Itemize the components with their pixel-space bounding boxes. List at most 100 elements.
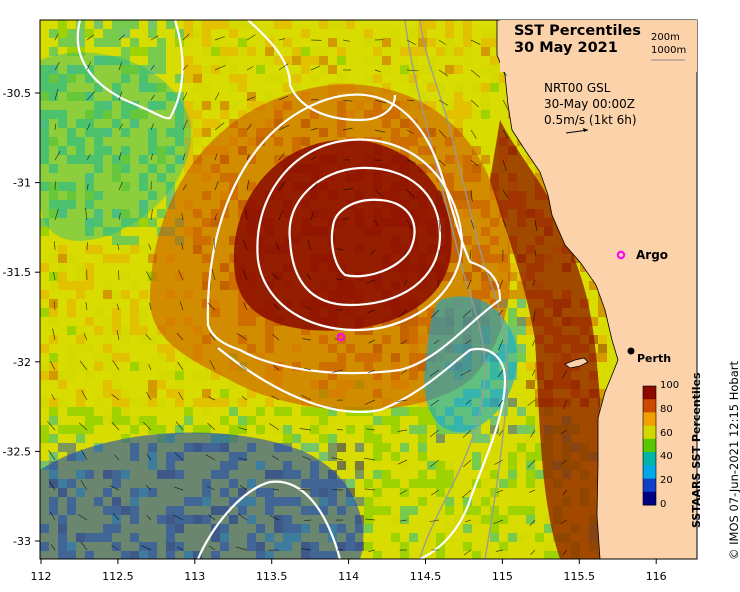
colorbar-tick-label: 40: [660, 451, 673, 463]
current-vector: [560, 519, 568, 524]
sst-cell: [49, 452, 58, 461]
y-tick-label: -32.5: [3, 445, 31, 458]
sst-cell: [94, 20, 103, 29]
current-vector: [363, 457, 376, 461]
sst-cell: [418, 497, 427, 506]
current-vector: [494, 459, 504, 465]
sst-cell: [85, 218, 94, 227]
sst-cell: [121, 56, 130, 65]
current-scale-label: 0.5m/s (1kt 6h): [544, 113, 637, 127]
sst-cell: [274, 407, 283, 416]
current-vector: [367, 369, 376, 374]
sst-cell: [301, 56, 310, 65]
sst-cell: [58, 380, 67, 389]
current-vector: [52, 328, 56, 341]
sst-cell: [472, 110, 481, 119]
colorbar-tick-label: 0: [660, 499, 667, 510]
current-vector: [299, 428, 312, 431]
current-vector: [438, 219, 441, 232]
sst-cell: [175, 398, 184, 407]
sst-cell: [364, 425, 373, 434]
sst-cell: [499, 515, 508, 524]
current-vector: [400, 339, 408, 345]
sst-cell: [517, 443, 526, 452]
sst-cell: [121, 398, 130, 407]
sst-cell: [328, 452, 337, 461]
sst-cell: [508, 263, 517, 272]
sst-cell: [283, 38, 292, 47]
sst-cell: [220, 101, 229, 110]
sst-cell: [85, 191, 94, 200]
sst-cell: [148, 20, 157, 29]
current-vector: [49, 481, 56, 491]
sst-cell: [67, 137, 76, 146]
sst-cell: [382, 56, 391, 65]
sst-cell: [364, 479, 373, 488]
sst-cell: [130, 110, 139, 119]
rottnest-island: [564, 357, 589, 369]
current-vector: [182, 184, 187, 191]
sst-cell: [328, 416, 337, 425]
current-vector: [146, 453, 152, 461]
sst-cell: [49, 308, 58, 317]
sst-cell: [274, 74, 283, 83]
sst-cell: [202, 119, 211, 128]
current-vector: [112, 513, 120, 521]
sst-cell: [148, 389, 157, 398]
sst-cell: [139, 155, 148, 164]
current-vector: [54, 208, 59, 221]
title-line-1: SST Percentiles: [514, 23, 641, 39]
current-vector: [116, 330, 120, 341]
current-vector: [374, 189, 383, 197]
sst-cell: [373, 56, 382, 65]
argo-float-marker[interactable]: [336, 332, 346, 342]
colorbar-swatch: [643, 399, 656, 413]
sst-cell: [85, 155, 94, 164]
current-vector: [403, 279, 408, 286]
sst-cell: [94, 38, 103, 47]
sst-cell: [373, 74, 382, 83]
current-vector: [364, 399, 376, 405]
sst-cell: [544, 524, 553, 533]
colorbar-tick-label: 100: [660, 380, 680, 391]
x-tick-label: 115.5: [564, 570, 596, 583]
sst-cell: [364, 434, 373, 443]
current-vector: [148, 243, 152, 251]
sst-cell: [103, 380, 112, 389]
sst-cell: [121, 29, 130, 38]
sst-cell: [103, 407, 112, 416]
sst-cell: [67, 38, 76, 47]
sst-cell: [481, 146, 490, 155]
sst-cell: [94, 398, 103, 407]
sst-cell: [436, 83, 445, 92]
sst-cell: [130, 362, 139, 371]
sst-cell: [472, 452, 481, 461]
sst-cell: [184, 119, 193, 128]
current-vector: [214, 180, 219, 191]
sst-cell: [67, 92, 76, 101]
sst-cell: [193, 425, 202, 434]
current-vector: [86, 123, 91, 131]
sst-cell: [535, 425, 544, 434]
current-vector: [527, 399, 536, 406]
sst-cell: [40, 92, 49, 101]
current-vector: [272, 488, 280, 491]
sst-cell: [121, 110, 130, 119]
sst-cell: [157, 398, 166, 407]
current-vector: [502, 189, 509, 199]
sst-cell: [40, 137, 49, 146]
sst-cell: [445, 506, 454, 515]
sst-cell: [184, 416, 193, 425]
sst-cell: [130, 101, 139, 110]
sst-cell: [166, 92, 175, 101]
sst-cell: [373, 443, 382, 452]
sst-cell: [256, 65, 265, 74]
current-vector: [374, 129, 386, 133]
perth-marker[interactable]: [627, 347, 635, 355]
current-vector: [54, 301, 56, 311]
current-vector: [173, 514, 184, 521]
current-vector: [531, 339, 536, 347]
sst-cell: [382, 470, 391, 479]
sst-cell: [166, 128, 175, 137]
